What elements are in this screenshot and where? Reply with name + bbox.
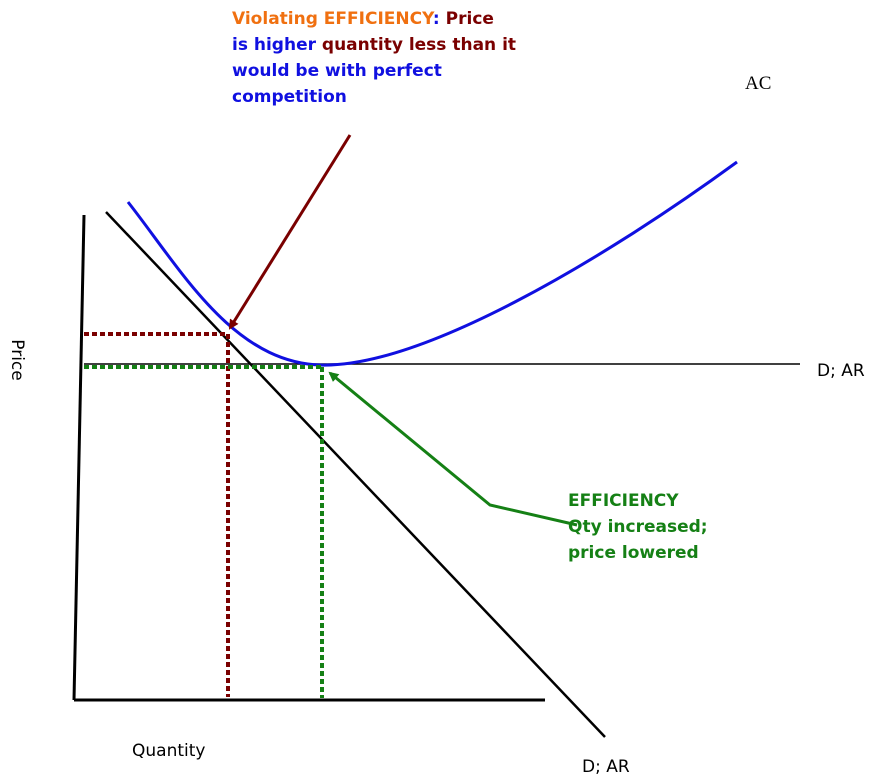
red-arrow [228, 134, 352, 330]
annotation-line: is higher quantity less than it [232, 35, 516, 55]
y-axis-label: Price [7, 339, 27, 380]
annotation-line: would be with perfect [232, 61, 442, 81]
annotation-line: price lowered [568, 543, 699, 563]
diagonal-demand-label: D; AR [582, 757, 630, 777]
y-axis [72, 214, 86, 701]
annotation-segment: Violating EFFICIENCY [232, 9, 435, 29]
annotation-line: competition [232, 87, 347, 107]
green-arrow [328, 371, 578, 527]
annotation-line: Violating EFFICIENCY: Price [232, 9, 494, 29]
annotation-segment: : [433, 9, 440, 29]
annotation-segment: is higher [232, 35, 317, 55]
annotation-line: Qty increased; [568, 517, 708, 537]
annotation-segment: Price [440, 9, 494, 29]
annotation-segment: quantity less than it [316, 35, 516, 55]
x-axis-label: Quantity [132, 741, 205, 761]
diagonal-demand [105, 211, 606, 738]
ac-curve [126, 160, 738, 367]
horizontal-demand-label: D; AR [817, 361, 865, 381]
ac-label: AC [745, 73, 771, 94]
annotation-line: EFFICIENCY [568, 491, 679, 511]
